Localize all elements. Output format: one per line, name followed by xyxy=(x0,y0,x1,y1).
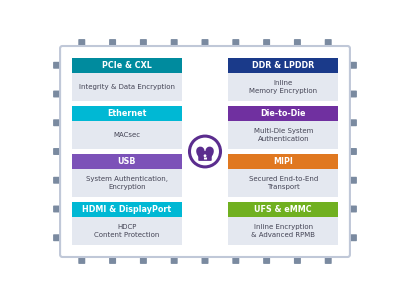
FancyBboxPatch shape xyxy=(202,39,208,51)
FancyBboxPatch shape xyxy=(53,148,65,155)
Text: Secured End-to-End
Transport: Secured End-to-End Transport xyxy=(249,176,318,190)
FancyBboxPatch shape xyxy=(232,39,239,51)
Text: MACsec: MACsec xyxy=(113,132,140,138)
FancyBboxPatch shape xyxy=(72,217,182,245)
FancyBboxPatch shape xyxy=(140,39,147,51)
Text: HDMI & DisplayPort: HDMI & DisplayPort xyxy=(82,205,171,214)
FancyBboxPatch shape xyxy=(140,252,147,264)
FancyBboxPatch shape xyxy=(263,252,270,264)
FancyBboxPatch shape xyxy=(345,119,357,126)
FancyBboxPatch shape xyxy=(60,46,350,257)
Text: Die-to-Die: Die-to-Die xyxy=(260,109,306,118)
FancyBboxPatch shape xyxy=(228,202,338,217)
FancyBboxPatch shape xyxy=(53,119,65,126)
Circle shape xyxy=(190,136,220,167)
Text: USB: USB xyxy=(118,157,136,166)
FancyBboxPatch shape xyxy=(72,58,182,74)
FancyBboxPatch shape xyxy=(294,39,301,51)
FancyBboxPatch shape xyxy=(53,62,65,69)
Text: Ethernet: Ethernet xyxy=(107,109,146,118)
Text: Inline
Memory Encryption: Inline Memory Encryption xyxy=(249,80,317,94)
FancyBboxPatch shape xyxy=(72,74,182,101)
Text: PCIe & CXL: PCIe & CXL xyxy=(102,61,152,70)
FancyBboxPatch shape xyxy=(232,252,239,264)
FancyBboxPatch shape xyxy=(345,177,357,184)
FancyBboxPatch shape xyxy=(263,39,270,51)
FancyBboxPatch shape xyxy=(345,148,357,155)
FancyBboxPatch shape xyxy=(345,206,357,212)
FancyBboxPatch shape xyxy=(72,169,182,197)
FancyBboxPatch shape xyxy=(228,58,338,74)
FancyBboxPatch shape xyxy=(294,252,301,264)
FancyBboxPatch shape xyxy=(72,154,182,169)
FancyBboxPatch shape xyxy=(228,154,338,169)
FancyBboxPatch shape xyxy=(345,62,357,69)
FancyBboxPatch shape xyxy=(345,91,357,98)
Text: System Authentication,
Encryption: System Authentication, Encryption xyxy=(86,176,168,190)
FancyBboxPatch shape xyxy=(198,151,212,161)
Text: Multi-Die System
Authentication: Multi-Die System Authentication xyxy=(254,128,313,142)
FancyBboxPatch shape xyxy=(72,121,182,149)
Text: HDCP
Content Protection: HDCP Content Protection xyxy=(94,224,160,238)
FancyBboxPatch shape xyxy=(78,39,85,51)
FancyBboxPatch shape xyxy=(228,106,338,121)
Text: DDR & LPDDR: DDR & LPDDR xyxy=(252,61,314,70)
FancyBboxPatch shape xyxy=(325,39,332,51)
Circle shape xyxy=(204,154,206,157)
FancyBboxPatch shape xyxy=(171,252,178,264)
FancyBboxPatch shape xyxy=(78,252,85,264)
FancyBboxPatch shape xyxy=(345,234,357,241)
FancyBboxPatch shape xyxy=(53,91,65,98)
FancyBboxPatch shape xyxy=(228,121,338,149)
Text: MIPI: MIPI xyxy=(273,157,293,166)
FancyBboxPatch shape xyxy=(109,39,116,51)
FancyBboxPatch shape xyxy=(109,252,116,264)
FancyBboxPatch shape xyxy=(53,234,65,241)
Text: Integrity & Data Encryption: Integrity & Data Encryption xyxy=(79,84,175,90)
FancyBboxPatch shape xyxy=(53,177,65,184)
FancyBboxPatch shape xyxy=(228,169,338,197)
FancyBboxPatch shape xyxy=(325,252,332,264)
Text: UFS & eMMC: UFS & eMMC xyxy=(254,205,312,214)
FancyBboxPatch shape xyxy=(228,217,338,245)
FancyBboxPatch shape xyxy=(228,74,338,101)
FancyBboxPatch shape xyxy=(72,202,182,217)
Text: Inline Encryption
& Advanced RPMB: Inline Encryption & Advanced RPMB xyxy=(251,224,315,238)
FancyBboxPatch shape xyxy=(171,39,178,51)
FancyBboxPatch shape xyxy=(72,106,182,121)
FancyBboxPatch shape xyxy=(53,206,65,212)
FancyBboxPatch shape xyxy=(202,252,208,264)
